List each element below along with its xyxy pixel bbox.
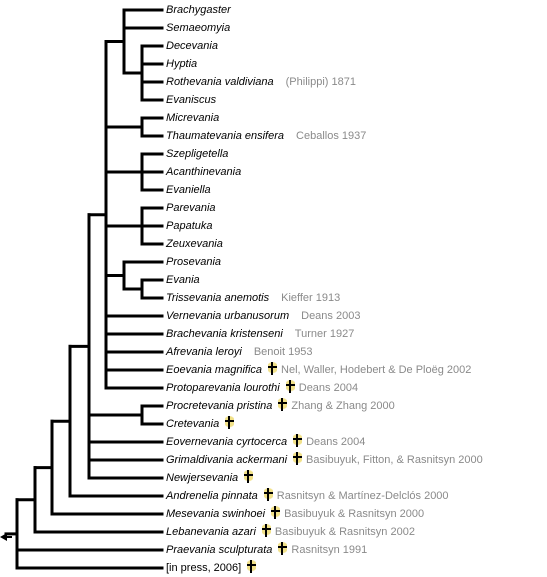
taxon-row: Eovernevania cyrtocerca Deans 2004 xyxy=(166,433,365,451)
taxon-authority: Nel, Waller, Hodebert & De Ploëg 2002 xyxy=(281,364,472,376)
taxon-name: Szepligetella xyxy=(166,148,229,160)
taxon-name: Trissevania anemotis xyxy=(166,292,270,304)
taxon-row: Micrevania xyxy=(166,109,219,127)
taxon-name: Thaumatevania ensifera xyxy=(166,130,285,142)
taxon-row: Evaniscus xyxy=(166,91,216,109)
dagger-icon xyxy=(244,470,254,485)
taxon-authority: Deans 2003 xyxy=(301,310,361,322)
taxon-authority: Turner 1927 xyxy=(294,328,355,340)
taxon-authority: Kieffer 1913 xyxy=(281,292,341,304)
taxon-row: Acanthinevania xyxy=(166,163,241,181)
taxon-name: Evaniella xyxy=(166,184,211,196)
taxon-name: Evaniscus xyxy=(166,94,217,106)
taxon-authority: Ceballos 1937 xyxy=(296,130,367,142)
dagger-icon xyxy=(293,452,303,467)
taxon-row: Brachygaster xyxy=(166,1,231,19)
dagger-icon xyxy=(293,434,303,449)
taxon-authority: Rasnitsyn 1991 xyxy=(291,544,368,556)
taxon-name: Brachygaster xyxy=(166,4,231,16)
dagger-icon xyxy=(285,380,295,395)
taxon-name: Brachevania kristenseni xyxy=(166,328,283,340)
taxon-row: Lebanevania azari Basibuyuk & Rasnitsyn 2… xyxy=(166,523,415,541)
taxon-name: Mesevania swinhoei xyxy=(166,508,266,520)
taxon-row: Praevania sculpturata Rasnitsyn 1991 xyxy=(166,541,367,559)
taxon-row: Decevania xyxy=(166,37,218,55)
taxon-name: Procretevania pristina xyxy=(166,400,273,412)
taxon-name: Lebanevania azari xyxy=(166,526,256,538)
taxon-name: Semaeomyia xyxy=(166,22,231,34)
taxon-name: Praevania sculpturata xyxy=(166,544,273,556)
taxon-row: Brachevania kristenseni Turner 1927 xyxy=(166,325,354,343)
taxon-name: Eovernevania cyrtocerca xyxy=(166,436,288,448)
dagger-icon xyxy=(263,488,273,503)
taxon-row: Newjersevania xyxy=(166,469,254,487)
taxon-name: Hyptia xyxy=(166,58,198,70)
taxon-name: Afrevania leroyi xyxy=(166,346,242,358)
dagger-icon xyxy=(247,560,257,575)
taxon-name: Rothevania valdiviana xyxy=(166,76,274,88)
taxon-row: Papatuka xyxy=(166,217,212,235)
taxon-row: Hyptia xyxy=(166,55,197,73)
taxon-authority: Basibuyuk & Rasnitsyn 2002 xyxy=(274,526,415,538)
taxon-name: Grimaldivania ackermani xyxy=(166,454,288,466)
dagger-icon xyxy=(268,362,278,377)
taxon-name: Vernevania urbanusorum xyxy=(166,310,290,322)
taxon-row: Szepligetella xyxy=(166,145,228,163)
taxon-name: Andrenelia pinnata xyxy=(166,490,258,502)
taxon-name: Zeuxevania xyxy=(166,238,223,250)
dagger-icon xyxy=(278,398,288,413)
taxon-row: Parevania xyxy=(166,199,216,217)
taxon-name: Acanthinevania xyxy=(166,166,242,178)
taxon-row: Evania xyxy=(166,271,200,289)
taxon-row: Protoparevania lourothi Deans 2004 xyxy=(166,379,358,397)
taxon-authority: (Philippi) 1871 xyxy=(285,76,356,88)
taxon-authority: Rasnitsyn & Martínez-Delclós 2000 xyxy=(276,490,449,502)
taxon-name: Micrevania xyxy=(166,112,220,124)
taxon-row: Trissevania anemotis Kieffer 1913 xyxy=(166,289,340,307)
taxon-row: Procretevania pristina Zhang & Zhang 2000 xyxy=(166,397,395,415)
arrow-left-icon xyxy=(0,529,12,541)
taxon-name: Protoparevania lourothi xyxy=(166,382,280,394)
taxon-name: Eoevania magnifica xyxy=(166,364,263,376)
dagger-icon xyxy=(271,506,281,521)
taxon-name: Prosevania xyxy=(166,256,222,268)
taxon-name: Papatuka xyxy=(166,220,213,232)
taxon-row: [in press, 2006] xyxy=(166,559,257,577)
taxon-row: Thaumatevania ensifera Ceballos 1937 xyxy=(166,127,366,145)
dagger-icon xyxy=(261,524,271,539)
taxon-authority: Zhang & Zhang 2000 xyxy=(291,400,395,412)
taxon-name: Newjersevania xyxy=(166,472,239,484)
taxon-authority: Basibuyuk & Rasnitsyn 2000 xyxy=(284,508,425,520)
taxon-name: [in press, 2006] xyxy=(166,562,242,574)
taxon-authority: Basibuyuk, Fitton, & Rasnitsyn 2000 xyxy=(306,454,483,466)
taxon-row: Rothevania valdiviana (Philippi) 1871 xyxy=(166,73,356,91)
taxon-row: Prosevania xyxy=(166,253,221,271)
dagger-icon xyxy=(225,416,235,431)
taxon-row: Afrevania leroyi Benoit 1953 xyxy=(166,343,313,361)
taxon-authority: Benoit 1953 xyxy=(253,346,313,358)
taxon-name: Cretevania xyxy=(166,418,220,430)
taxon-name: Parevania xyxy=(166,202,216,214)
dagger-icon xyxy=(278,542,288,557)
taxon-row: Cretevania xyxy=(166,415,235,433)
taxon-row: Evaniella xyxy=(166,181,211,199)
taxon-row: Zeuxevania xyxy=(166,235,223,253)
taxon-row: Semaeomyia xyxy=(166,19,230,37)
taxon-authority: Deans 2004 xyxy=(298,382,359,394)
taxon-authority: Deans 2004 xyxy=(306,436,366,448)
taxon-row: Grimaldivania ackermani Basibuyuk, Fitton… xyxy=(166,451,483,469)
taxon-row: Eoevania magnifica Nel, Waller, Hodebert … xyxy=(166,361,471,379)
taxon-row: Mesevania swinhoei Basibuyuk & Rasnitsyn … xyxy=(166,505,424,523)
taxon-row: Vernevania urbanusorum Deans 2003 xyxy=(166,307,360,325)
taxon-row: Andrenelia pinnata Rasnitsyn & Martínez-D… xyxy=(166,487,449,505)
taxon-name: Decevania xyxy=(166,40,218,52)
taxon-name: Evania xyxy=(166,274,200,286)
